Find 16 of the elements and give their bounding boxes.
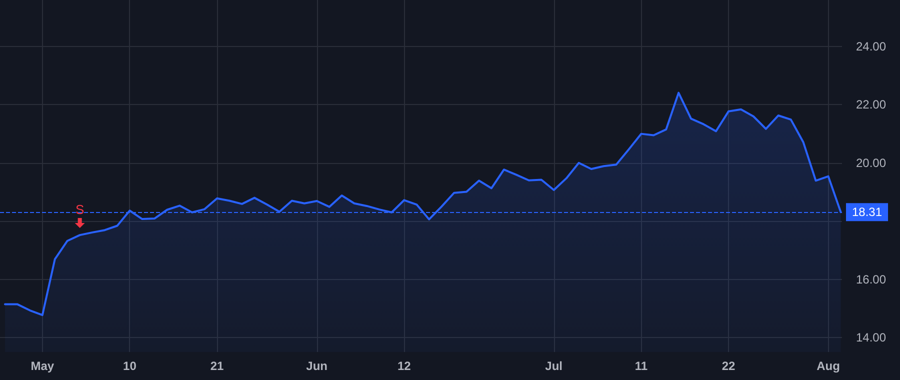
x-tick-label: Jul [545, 359, 563, 373]
x-tick-label: May [30, 359, 54, 373]
x-tick-label: Aug [816, 359, 840, 373]
x-tick-label: Jun [306, 359, 328, 373]
y-tick-label: 16.00 [856, 272, 886, 286]
x-tick-label: 11 [634, 359, 648, 373]
x-tick-label: 10 [123, 359, 137, 373]
annotation: S [76, 202, 84, 218]
y-tick-label: 22.00 [856, 98, 886, 112]
y-tick-label: 14.00 [856, 330, 886, 344]
y-tick-label: 20.00 [856, 156, 886, 170]
x-tick-label: 12 [397, 359, 412, 373]
y-tick-label: 24.00 [856, 40, 886, 54]
x-tick-label: 21 [210, 359, 224, 373]
x-tick-label: 22 [722, 359, 736, 373]
ref-line-label: 18.31 [852, 205, 882, 220]
